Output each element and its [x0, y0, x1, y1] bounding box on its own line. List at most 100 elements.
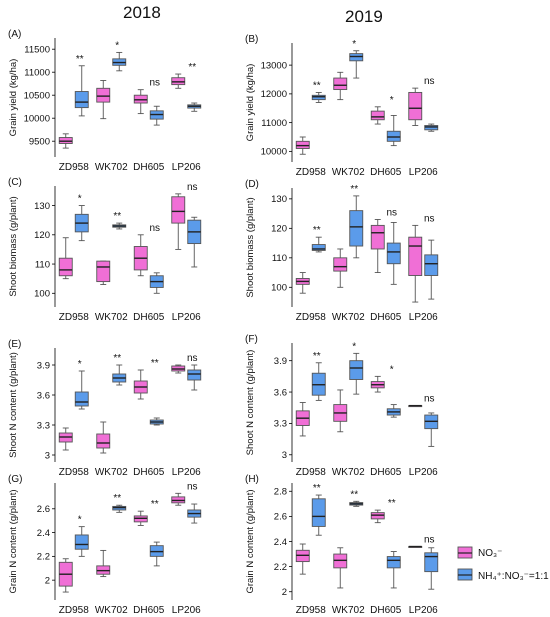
x-category-label: ZD958	[296, 167, 326, 178]
legend-label-no3: NO₃⁻	[478, 548, 502, 559]
y-tick-label: 10000	[24, 114, 50, 125]
legend-label-nh4: NH₄⁺:NO₃⁻=1:1	[478, 571, 549, 582]
significance-label: ns	[187, 353, 198, 364]
x-category-label: LP206	[409, 605, 438, 616]
box-nh4-lp206	[187, 369, 202, 381]
box-no3-wk702	[333, 77, 348, 91]
y-tick-label: 130	[271, 194, 287, 205]
y-tick-label: 3.9	[274, 356, 287, 367]
significance-label: **	[113, 493, 121, 504]
y-tick-label: 10500	[24, 91, 50, 102]
significance-label: ns	[424, 213, 435, 224]
box-nh4-zd958	[74, 91, 89, 109]
y-tick-label: 11500	[24, 45, 50, 56]
x-category-label: WK702	[332, 167, 365, 178]
box-no3-dh605	[370, 110, 385, 121]
panel-label-b: (B)	[245, 34, 258, 45]
y-tick-label: 3.3	[37, 420, 50, 431]
y-axis-title: Grain yield (kg/ha)	[8, 59, 19, 137]
y-tick-label: 2	[282, 587, 287, 598]
significance-label: ns	[149, 223, 160, 234]
significance-label: *	[78, 194, 82, 205]
x-category-label: LP206	[172, 467, 201, 478]
box-nh4-zd958	[74, 534, 89, 550]
box-no3-lp206	[408, 236, 423, 276]
y-tick-label: 2.2	[37, 552, 50, 563]
year-2018-title: 2018	[123, 3, 161, 22]
significance-label: **	[313, 80, 321, 91]
y-tick-label: 2.4	[274, 537, 287, 548]
significance-label: *	[390, 364, 394, 375]
x-category-label: WK702	[332, 467, 365, 478]
y-tick-label: 100	[34, 289, 50, 300]
panel-label-e: (E)	[8, 339, 21, 350]
panel-label-d: (D)	[245, 179, 259, 190]
box-no3-dh605	[370, 224, 385, 250]
x-category-label: LP206	[172, 312, 201, 323]
x-category-label: ZD958	[59, 605, 89, 616]
significance-label: ns	[149, 78, 160, 89]
x-category-label: WK702	[332, 605, 365, 616]
x-category-label: DH605	[133, 605, 165, 616]
box-nh4-zd958	[311, 498, 326, 527]
significance-label: **	[151, 499, 159, 510]
significance-label: *	[352, 341, 356, 352]
x-category-label: DH605	[370, 605, 402, 616]
box-nh4-dh605	[386, 130, 401, 142]
panel-label-c: (C)	[8, 177, 22, 188]
panel-label-h: (H)	[245, 474, 259, 485]
significance-label: ns	[386, 207, 397, 218]
significance-label: **	[313, 351, 321, 362]
y-tick-label: 3.9	[37, 360, 50, 371]
significance-label: ns	[424, 535, 435, 546]
significance-label: *	[390, 95, 394, 106]
y-tick-label: 11000	[24, 68, 50, 79]
x-category-label: LP206	[409, 467, 438, 478]
significance-label: **	[113, 211, 121, 222]
y-axis-title: Grain N content (g/plant)	[245, 489, 256, 593]
y-tick-label: 3.6	[274, 387, 287, 398]
box-nh4-wk702	[349, 210, 364, 247]
y-tick-label: 10000	[261, 147, 287, 158]
y-axis-title: Shoot N content (g/plant)	[8, 352, 19, 458]
significance-label: **	[76, 54, 84, 65]
y-tick-label: 120	[34, 230, 50, 241]
x-category-label: LP206	[409, 167, 438, 178]
x-category-label: LP206	[409, 312, 438, 323]
significance-label: **	[388, 498, 396, 509]
box-nh4-wk702	[349, 53, 364, 62]
box-nh4-zd958	[311, 244, 326, 251]
box-nh4-lp206	[424, 125, 439, 131]
x-category-label: WK702	[95, 312, 128, 323]
x-category-label: DH605	[370, 167, 402, 178]
significance-label: **	[188, 62, 196, 73]
y-axis-title: Grain yield (kg/ha)	[245, 64, 256, 142]
y-tick-label: 2.8	[274, 487, 287, 498]
x-category-label: ZD958	[296, 605, 326, 616]
box-no3-zd958	[58, 257, 73, 277]
y-tick-label: 3	[282, 450, 287, 461]
y-tick-label: 2.4	[37, 528, 50, 539]
y-tick-label: 2.2	[274, 562, 287, 573]
year-2019-title: 2019	[345, 7, 383, 26]
y-tick-label: 100	[271, 283, 287, 294]
y-tick-label: 9500	[29, 137, 50, 148]
box-no3-wk702	[333, 257, 348, 272]
x-category-label: ZD958	[296, 312, 326, 323]
x-category-label: DH605	[370, 312, 402, 323]
y-tick-label: 11000	[261, 118, 287, 129]
box-no3-zd958	[295, 140, 310, 149]
significance-label: ns	[424, 394, 435, 405]
box-no3-wk702	[96, 433, 111, 449]
x-category-label: WK702	[95, 605, 128, 616]
significance-label: ns	[424, 76, 435, 87]
y-tick-label: 13000	[261, 60, 287, 71]
significance-label: **	[350, 184, 358, 195]
y-axis-title: Shoot biomass (g/plant)	[245, 197, 256, 297]
x-category-label: WK702	[332, 312, 365, 323]
box-no3-wk702	[96, 87, 111, 103]
x-category-label: ZD958	[59, 312, 89, 323]
x-category-label: WK702	[95, 162, 128, 173]
panel-label-f: (F)	[245, 334, 258, 345]
